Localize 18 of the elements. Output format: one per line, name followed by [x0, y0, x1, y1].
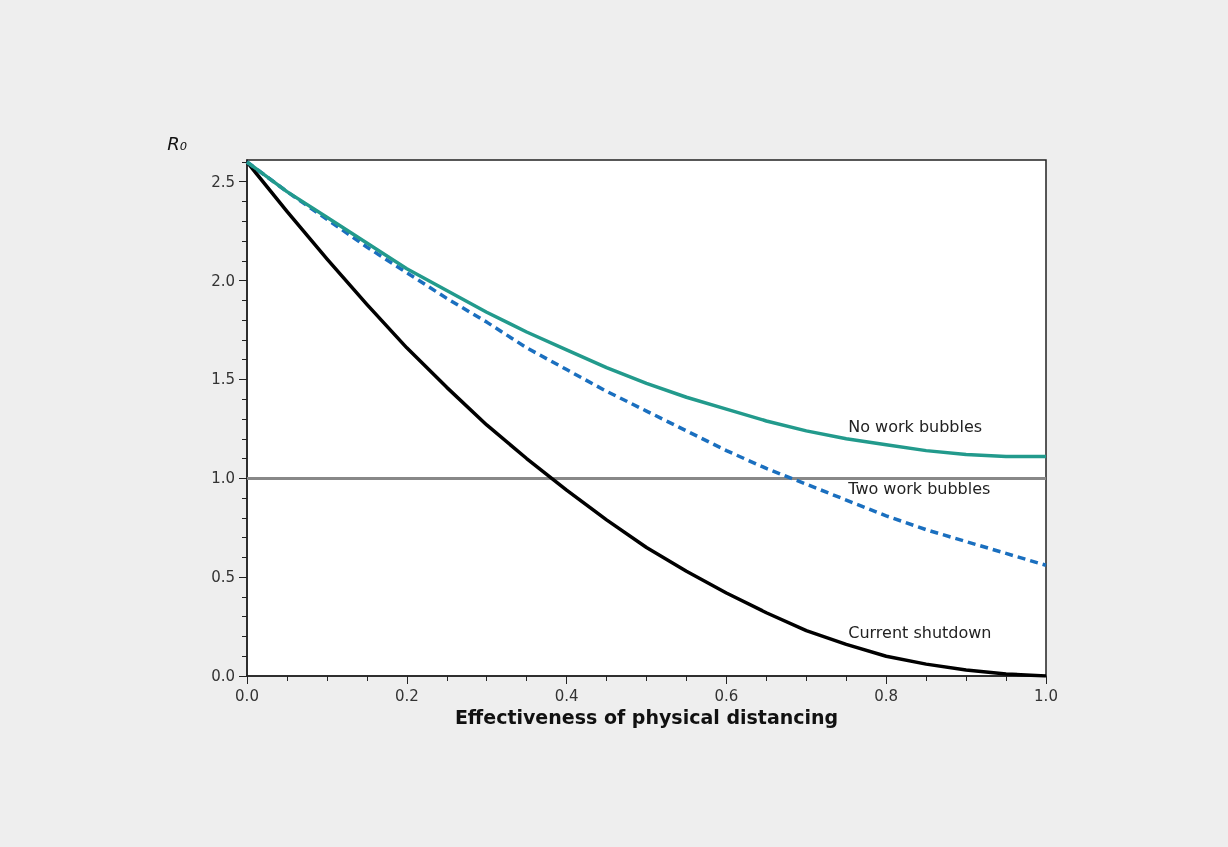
- x-tick-label: 0.8: [874, 686, 899, 705]
- series-label: Current shutdown: [848, 622, 992, 642]
- x-tick-label: 0.4: [554, 686, 579, 705]
- y-tick-label: 0.5: [211, 568, 235, 587]
- series-label: No work bubbles: [848, 417, 983, 437]
- y-tick-label: 1.0: [211, 469, 235, 488]
- x-tick-label: 0.6: [714, 686, 739, 705]
- line-series: [245, 160, 1048, 459]
- x-tick-label: 0.2: [394, 686, 419, 705]
- y-tick-label: 2.0: [211, 271, 235, 290]
- y-axis-title: R₀: [167, 132, 187, 154]
- x-tick-label: 1.0: [1034, 686, 1058, 705]
- x-axis-title: Effectiveness of physical distancing: [454, 706, 839, 729]
- series-label: Two work bubbles: [847, 478, 991, 498]
- x-tick-label: 0.0: [235, 686, 259, 705]
- y-tick-label: 2.5: [211, 172, 235, 191]
- y-tick-label: 1.5: [211, 370, 235, 389]
- y-tick-label: 0.0: [211, 667, 235, 685]
